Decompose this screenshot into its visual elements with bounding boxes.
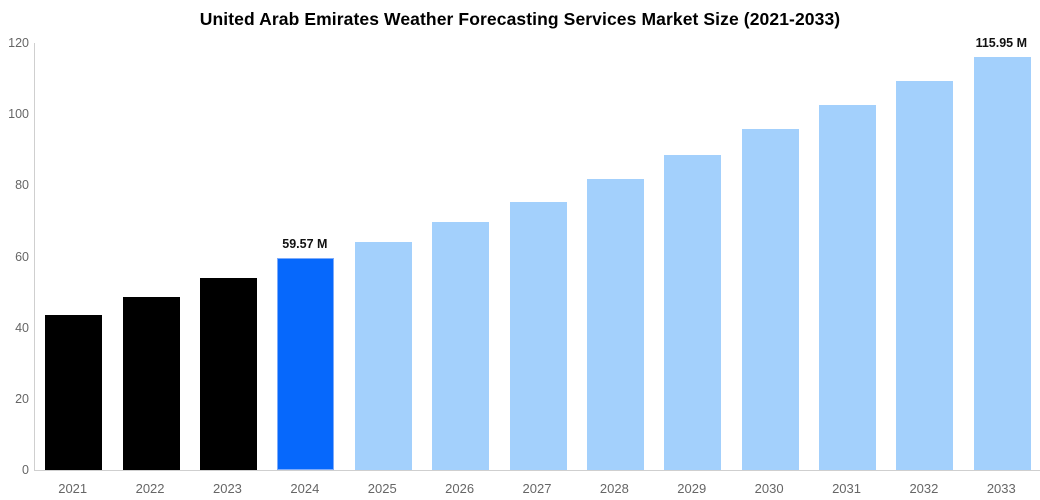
y-tick-label-80: 80	[15, 178, 29, 193]
x-tick-label-2022: 2022	[135, 481, 165, 496]
y-tick-label-40: 40	[15, 320, 29, 335]
y-tick-label-100: 100	[8, 107, 29, 122]
bar-2025[interactable]	[354, 241, 412, 470]
x-tick-label-2033: 2033	[986, 481, 1016, 496]
x-tick-label-2029: 2029	[677, 481, 707, 496]
bar-2030[interactable]	[741, 128, 799, 470]
bar-2028[interactable]	[586, 178, 644, 470]
x-tick-label-2026: 2026	[445, 481, 475, 496]
bar-2022[interactable]	[122, 297, 180, 470]
bar-2023[interactable]	[199, 278, 257, 470]
x-tick-label-2031: 2031	[832, 481, 861, 496]
y-tick-label-20: 20	[15, 391, 29, 406]
x-tick-label-2032: 2032	[909, 481, 939, 496]
bar-2033[interactable]	[973, 57, 1031, 470]
x-tick-label-2021: 2021	[58, 481, 88, 496]
chart-title: United Arab Emirates Weather Forecasting…	[199, 9, 841, 29]
bar-2021[interactable]	[45, 314, 103, 470]
y-tick-label-0: 0	[22, 463, 29, 477]
x-tick-label-2030: 2030	[754, 481, 784, 496]
bar-2024[interactable]	[277, 258, 335, 470]
y-tick-label-60: 60	[15, 249, 29, 264]
y-tick-label-120: 120	[8, 36, 29, 50]
x-tick-label-2025: 2025	[367, 481, 397, 496]
x-tick-label-2027: 2027	[522, 481, 552, 496]
plot-area	[34, 43, 1040, 471]
x-tick-label-2023: 2023	[212, 481, 242, 496]
x-tick-label-2028: 2028	[599, 481, 629, 496]
x-tick-label-2024: 2024	[290, 481, 320, 496]
bar-2027[interactable]	[509, 201, 567, 470]
bar-2029[interactable]	[664, 155, 722, 470]
bar-2026[interactable]	[432, 222, 490, 470]
data-label-2033: 115.95 M	[975, 36, 1028, 51]
data-label-2024: 59.57 M	[282, 237, 328, 252]
bar-2031[interactable]	[819, 104, 877, 470]
bar-2032[interactable]	[896, 81, 954, 470]
